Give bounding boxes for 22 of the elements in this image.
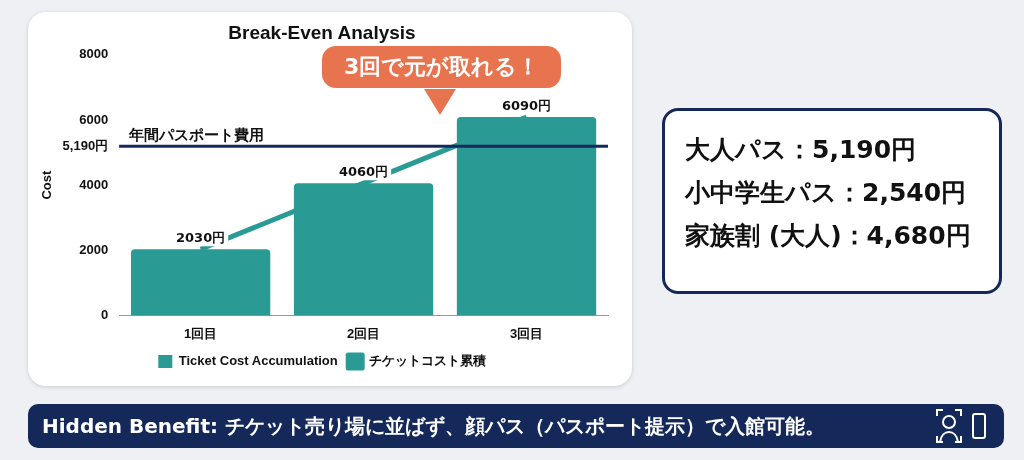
legend-label: チケットコスト累積 [368,353,486,369]
x-tick-label: 2回目 [346,325,381,341]
text: Hidden Benefit: チケット売り場に並ばず、顔パス（パスポート提示）で入館可能。 [28,404,1004,448]
y-tick-label: 6000 [79,111,109,127]
ref-line-label: 年間パスポート費用 [128,125,265,144]
legend-label: Ticket Cost Accumulation [178,353,338,369]
y-tick-label: 2000 [79,241,109,257]
y-tick-label: 8000 [79,46,109,62]
y-axis-title: Cost [39,169,55,200]
y-tick-label: 4000 [79,176,109,192]
annotation: 3回で元が取れる！ [322,46,562,88]
x-tick-label: 1回目 [183,325,218,341]
chart-title: Break-Even Analysis [228,21,416,43]
x-tick-label: 3回目 [509,325,544,341]
y-tick-label: 0 [100,306,109,322]
data-label: 4060円 [338,164,389,180]
text: 大人パス：5,190円 [685,134,918,166]
data-label: 6090円 [501,97,552,113]
text: 家族割 (大人)：4,680円 [685,220,972,252]
text: 小中学生パス：2,540円 [685,177,968,209]
y-tick-label: 5,190円 [62,137,109,153]
data-label: 2030円 [176,230,226,246]
